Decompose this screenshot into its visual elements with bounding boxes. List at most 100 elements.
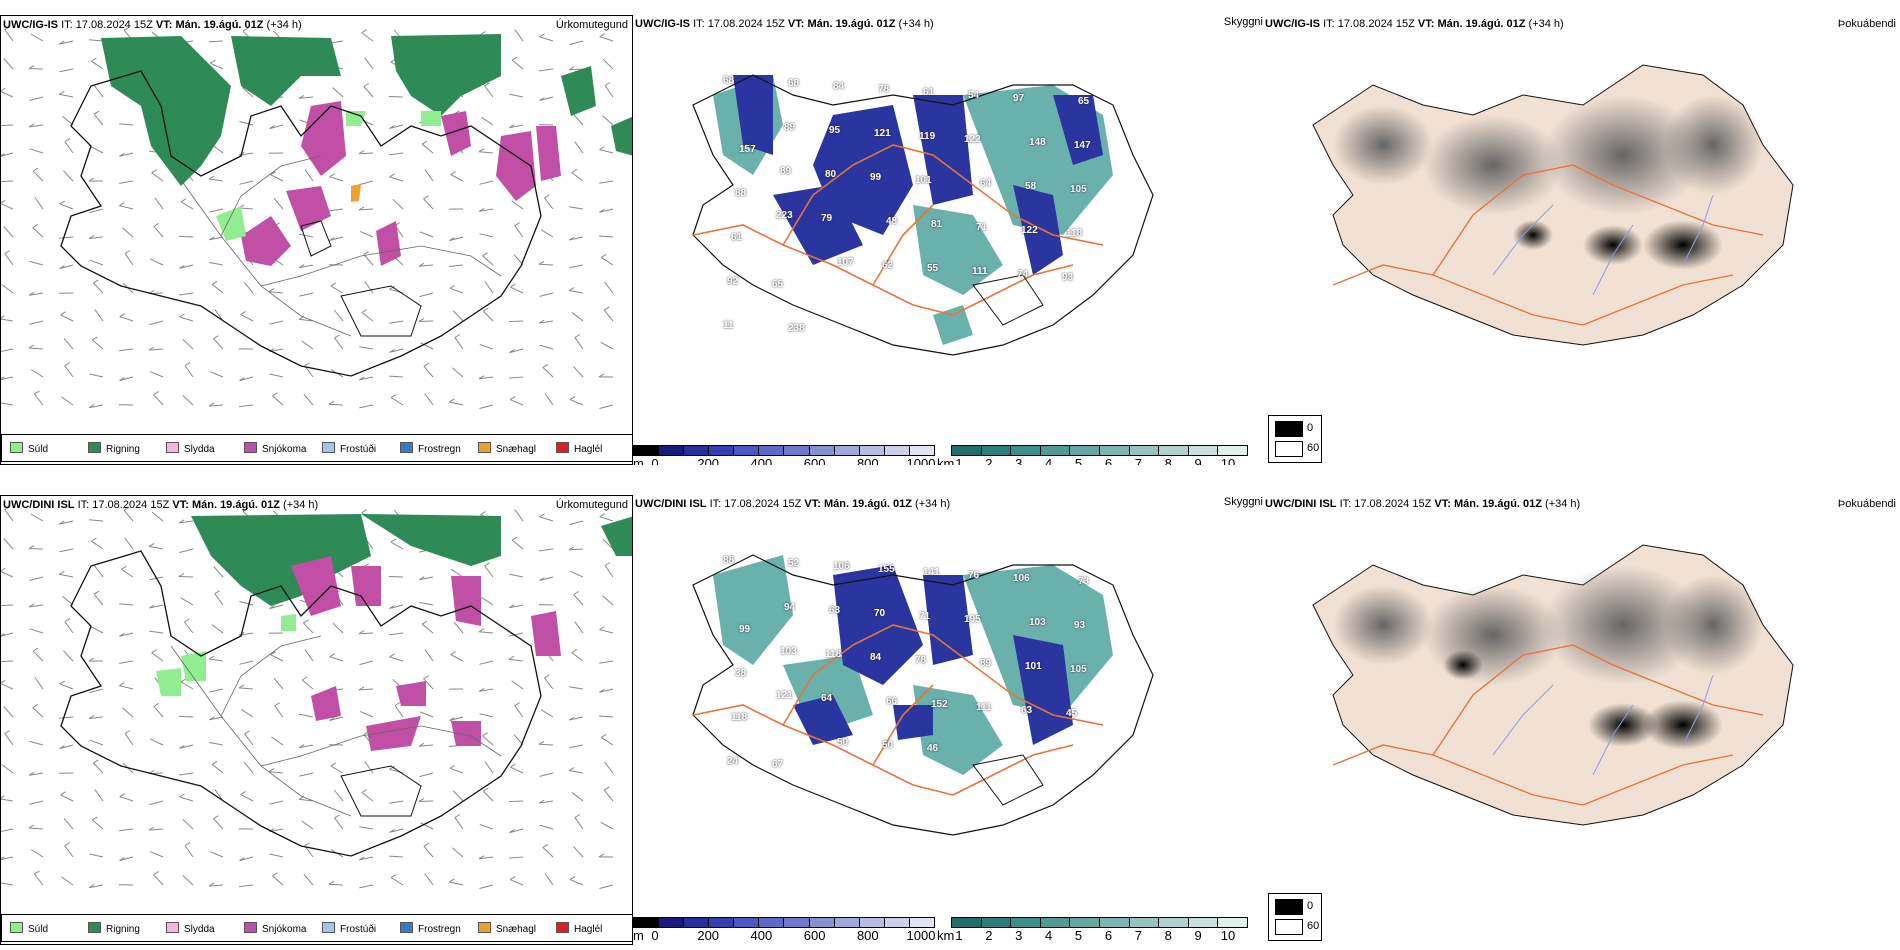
colorbar-cell [859,446,885,455]
wind-barb-flag [450,171,456,175]
wind-barb [482,255,494,266]
wind-barb [419,772,434,778]
wind-barb [573,846,584,858]
wind-barb [539,292,554,297]
wind-barb-flag [423,842,430,847]
wind-barb [301,340,314,350]
cloudbase-value-label: 88 [723,555,735,566]
colorbar-tick: 7 [1134,456,1142,465]
wind-barb-flag [569,236,575,241]
wind-barb [34,873,44,886]
wind-barb [180,681,194,690]
wind-barb-flag [482,732,488,737]
wind-barb [153,874,164,886]
wind-barb-flag [604,562,611,566]
wind-barb [239,121,254,126]
wind-barb [599,36,614,42]
wind-barb [182,338,194,350]
cloudbase-value-label: 103 [780,646,797,657]
wind-barb [424,393,434,406]
legend-label: Frostúði [340,924,377,935]
wind-barb [269,373,284,378]
legend-swatch [556,442,569,453]
wind-barb-flag [242,27,249,32]
wind-barb [119,180,134,184]
wind-barb [124,733,134,746]
wind-barb [604,85,614,98]
wind-barb-flag [270,171,276,176]
colorbar-cell [952,446,982,455]
wind-barb-flag [449,237,455,242]
wind-barb [569,40,584,46]
fog-panel-bottom: UWC/DINI ISL IT: 17.08.2024 15Z VT: Mán.… [1263,495,1900,945]
wind-barb-flag [28,65,35,70]
wind-barb [301,679,314,690]
wind-barb [243,281,254,294]
wind-barb [604,761,614,774]
wind-barb-flag [59,265,65,270]
wind-barb [390,877,404,886]
wind-barb-flag [59,570,65,575]
wind-barb [599,688,614,693]
wind-barb [1,124,14,127]
wind-barb-flag [571,649,578,654]
wind-barb-flag [359,376,365,381]
wind-barb [329,208,344,212]
wind-barb-flag [272,872,278,877]
wind-barb [359,180,374,186]
wind-barb-flag [60,791,66,796]
cloudbase-value-label: 24 [727,756,739,767]
wind-barb [179,796,194,802]
wind-barb-flag [334,814,340,819]
wind-barb [1,660,14,663]
wind-barb-flag [389,828,395,833]
wind-barb [1,683,14,690]
legend-swatch [10,442,23,453]
wind-barb-flag [514,702,520,707]
wind-barb [571,791,584,802]
colorbar-tick: 3 [1015,456,1023,465]
header-bottom-fog: UWC/DINI ISL IT: 17.08.2024 15Z VT: Mán.… [1265,498,1581,510]
colorbar-tick: 2 [985,928,993,943]
precip-map-bottom [1,506,632,889]
wind-barb [509,399,524,406]
wind-barb [484,281,494,294]
colorbar-cell [1218,918,1247,927]
wind-barb [511,680,524,690]
cloudbase-value-label: 195 [964,614,981,625]
wind-barb [479,344,494,350]
wind-barb [358,208,374,211]
wind-barb-flag [478,207,485,212]
wind-barb [449,881,464,886]
wind-barb-flag [329,653,335,658]
legend-label: Haglél [574,444,603,455]
wind-barb-flag [389,285,395,290]
wind-barb [61,595,74,606]
wind-barb [269,800,284,805]
wind-barb-flag [604,82,611,86]
wind-barb [333,309,344,322]
precip-map-top [1,26,632,409]
wind-barb-flag [88,177,95,182]
wind-barb [569,570,584,578]
wind-barb [421,623,434,634]
colorbar-cell [684,446,710,455]
wind-barb [3,58,14,70]
wind-barb-flag [423,362,430,367]
wind-barb [599,404,614,409]
wind-barb [482,735,494,746]
wind-barb [32,650,44,662]
cloudbase-value-label: 66 [886,696,898,707]
wind-barb [208,884,224,887]
colorbar-tick: 7 [1134,928,1142,943]
wind-barb [359,346,374,350]
wind-barb [119,856,134,861]
wind-barb [359,710,374,718]
legend-item-5: Frostregn [400,922,461,935]
wind-barb [544,873,554,886]
cloudbase-value-label: 99 [739,624,751,635]
wind-barb-flag [92,336,98,341]
wind-barb [569,744,584,749]
cloudbase-value-label: 65 [772,279,784,290]
wind-barb [91,819,104,830]
